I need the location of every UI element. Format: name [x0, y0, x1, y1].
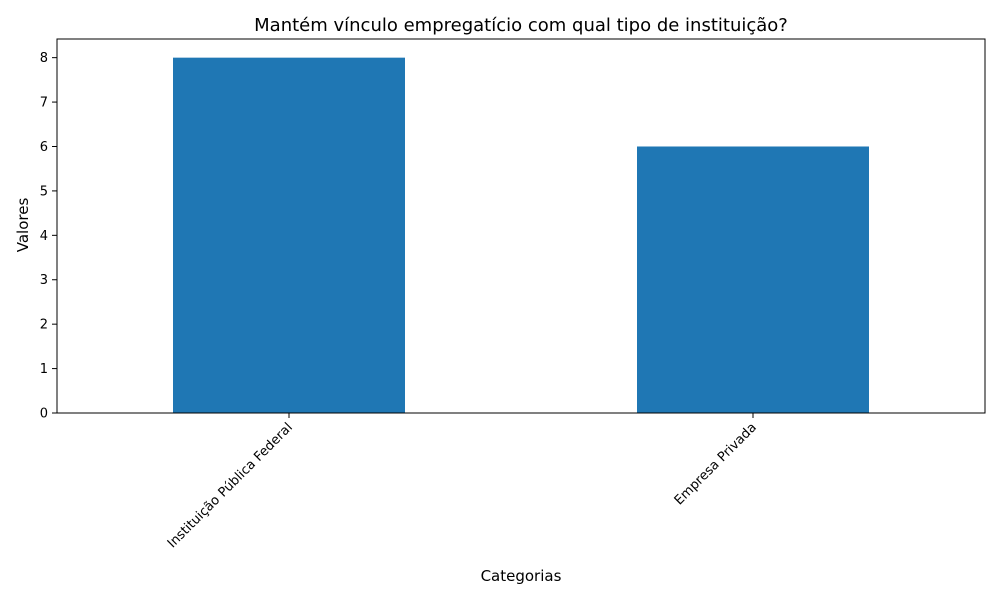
y-tick-label: 7: [40, 96, 48, 111]
y-tick-label: 4: [40, 229, 48, 244]
chart-title: Mantém vínculo empregatício com qual tip…: [254, 15, 788, 36]
y-tick-label: 2: [40, 318, 48, 333]
x-tick-label: Empresa Privada: [672, 420, 760, 508]
x-axis: Instituição Pública Federal Empresa Priva…: [165, 413, 760, 551]
bars-group: [173, 57, 869, 414]
y-tick-label: 1: [40, 362, 48, 377]
y-tick-label: 0: [40, 407, 48, 422]
x-axis-label: Categorias: [481, 567, 562, 585]
bar-0: [173, 57, 405, 414]
x-tick-label: Instituição Pública Federal: [165, 420, 296, 551]
plot-frame: [56, 38, 986, 414]
y-tick-label: 8: [40, 51, 48, 66]
y-tick-label: 6: [40, 140, 48, 155]
y-axis: 0 1 2 3 4 5 6 7 8: [40, 51, 57, 422]
y-axis-label: Valores: [14, 198, 32, 253]
y-tick-label: 5: [40, 184, 48, 199]
bar-1: [637, 146, 869, 413]
y-tick-label: 3: [40, 273, 48, 288]
